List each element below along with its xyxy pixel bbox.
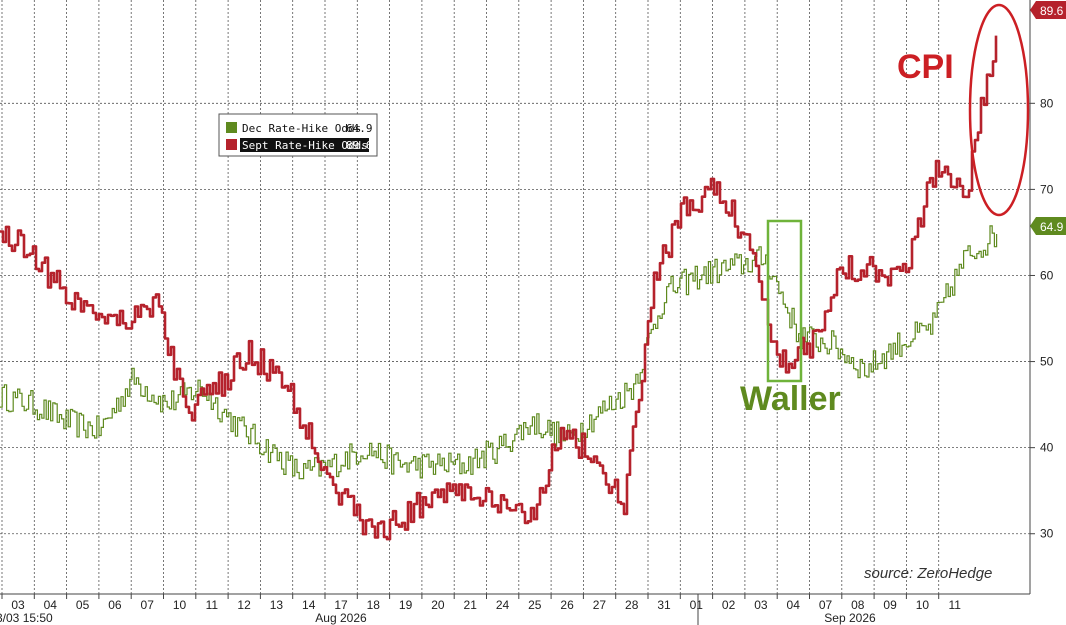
- y-tick-label-70: 70: [1040, 182, 1054, 196]
- x-tick-label-13: 20: [431, 598, 445, 612]
- source-label: source: ZeroHedge: [864, 565, 992, 582]
- y-tick-label-60: 60: [1040, 268, 1054, 282]
- x-tick-label-24: 04: [787, 598, 801, 612]
- x-tick-label-11: 18: [367, 598, 381, 612]
- x-tick-label-0: 03: [11, 598, 25, 612]
- y-axis-ticks: 30 40 50 60 70 80: [1030, 96, 1054, 541]
- axis-tag-sept: 89.6: [1030, 1, 1066, 19]
- x-tick-label-14: 21: [464, 598, 478, 612]
- x-tick-label-12: 19: [399, 598, 413, 612]
- x-tick-label-5: 10: [173, 598, 187, 612]
- legend-swatch-sept: [226, 139, 237, 150]
- axis-tag-sept-value: 89.6: [1040, 4, 1064, 18]
- x-tick-label-25: 07: [819, 598, 833, 612]
- x-tick-label-9: 14: [302, 598, 316, 612]
- axis-tag-dec-value: 64.9: [1040, 220, 1064, 234]
- x-tick-label-28: 10: [916, 598, 930, 612]
- legend-swatch-dec: [226, 122, 237, 133]
- x-tick-label-16: 25: [528, 598, 542, 612]
- x-tick-label-27: 09: [883, 598, 897, 612]
- x-tick-label-4: 07: [141, 598, 155, 612]
- x-tick-label-8: 13: [270, 598, 284, 612]
- x-tick-label-17: 26: [560, 598, 574, 612]
- legend-label-dec: Dec Rate-Hike Odds: [242, 122, 361, 135]
- grid-lines: [0, 0, 1030, 594]
- month-label-sep: Sep 2026: [824, 611, 876, 625]
- axis-tag-dec: 64.9: [1030, 217, 1066, 235]
- x-axis-ticks: 03 04 05 06 07 10 11 12 13 14 17 18 19 20 21 24 25 26 27 28…: [1, 594, 961, 612]
- x-tick-label-15: 24: [496, 598, 510, 612]
- legend-highlight-sept: [240, 138, 369, 152]
- x-tick-label-23: 03: [754, 598, 768, 612]
- x-tick-label-22: 02: [722, 598, 736, 612]
- cpi-highlight-ellipse: [968, 3, 1030, 217]
- corner-timestamp: 3/03 15:50: [0, 611, 53, 625]
- series-line-sept-rate-hike-odds: [0, 35, 998, 541]
- month-label-aug: Aug 2026: [315, 611, 367, 625]
- legend-value-dec: 64.9: [346, 122, 373, 135]
- x-tick-label-7: 12: [237, 598, 251, 612]
- y-tick-label-80: 80: [1040, 96, 1054, 110]
- legend-value-sept: 89.6: [346, 139, 373, 152]
- y-tick-label-30: 30: [1040, 527, 1054, 541]
- waller-label: Waller: [740, 380, 841, 418]
- cpi-label: CPI: [897, 48, 954, 86]
- x-tick-label-26: 08: [851, 598, 865, 612]
- x-tick-label-3: 06: [108, 598, 122, 612]
- waller-highlight-box: [766, 219, 803, 383]
- x-tick-label-6: 11: [206, 598, 219, 612]
- x-tick-label-21: 01: [690, 598, 704, 612]
- y-tick-label-50: 50: [1040, 355, 1054, 369]
- x-tick-label-20: 31: [657, 598, 671, 612]
- x-tick-label-2: 05: [76, 598, 90, 612]
- x-tick-label-19: 28: [625, 598, 639, 612]
- x-tick-label-1: 04: [44, 598, 58, 612]
- series-layer: [0, 35, 998, 541]
- x-tick-label-10: 17: [334, 598, 348, 612]
- legend: Dec Rate-Hike Odds 64.9 Sept Rate-Hike O…: [218, 113, 378, 157]
- x-tick-label-18: 27: [593, 598, 607, 612]
- y-tick-label-40: 40: [1040, 441, 1054, 455]
- series-line-dec-rate-hike-odds: [0, 225, 998, 480]
- x-tick-label-29: 11: [948, 598, 961, 612]
- legend-label-sept: Sept Rate-Hike Odds: [242, 139, 368, 152]
